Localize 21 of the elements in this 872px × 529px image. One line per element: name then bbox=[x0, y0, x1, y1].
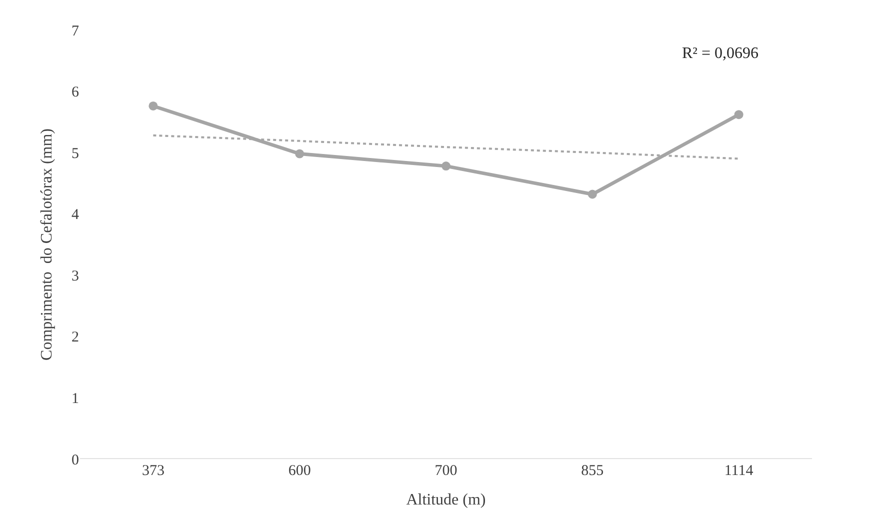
x-axis-title: Altitude (m) bbox=[406, 492, 486, 509]
x-tick-label: 1114 bbox=[724, 463, 754, 479]
point bbox=[734, 110, 744, 120]
x-tick-label: 373 bbox=[142, 463, 164, 479]
y-axis-title: Comprimento do Cefalotórax (mm) bbox=[38, 128, 56, 360]
x-tick-label: 855 bbox=[581, 463, 604, 479]
point bbox=[295, 149, 304, 158]
y-tick-label: 7 bbox=[72, 23, 80, 40]
y-tick-label: 1 bbox=[72, 390, 79, 407]
point bbox=[442, 162, 450, 171]
y-tick-label: 2 bbox=[72, 330, 79, 346]
x-tick-label: 600 bbox=[288, 463, 311, 479]
y-tick-label: 6 bbox=[72, 84, 80, 101]
annotation: R² = 0,0696 bbox=[682, 45, 758, 62]
point bbox=[588, 190, 597, 199]
y-tick-label: 4 bbox=[72, 207, 80, 224]
y-tick-label: 5 bbox=[72, 146, 79, 162]
y-tick-label: 0 bbox=[72, 452, 79, 468]
y-tick-label: 3 bbox=[72, 268, 79, 284]
x-tick-label: 700 bbox=[434, 463, 458, 479]
point bbox=[148, 101, 158, 110]
